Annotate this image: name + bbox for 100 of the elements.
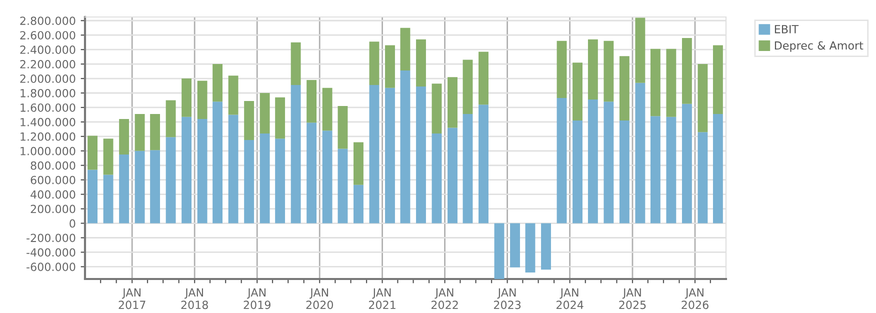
x-tick-label: JAN 2017 bbox=[118, 288, 146, 310]
bar bbox=[385, 88, 395, 224]
bar bbox=[400, 28, 410, 71]
legend-label: EBIT bbox=[774, 25, 799, 34]
x-tick-label: JAN 2022 bbox=[431, 288, 458, 310]
bar bbox=[134, 150, 145, 224]
x-tick-label: JAN 2018 bbox=[181, 288, 208, 310]
y-tick-label: 1.800.000 bbox=[20, 88, 76, 98]
bar bbox=[478, 52, 488, 105]
bar bbox=[244, 140, 254, 224]
bar bbox=[448, 128, 458, 224]
bar bbox=[635, 82, 646, 224]
bar bbox=[682, 38, 692, 104]
y-tick-label: 2.800.000 bbox=[20, 16, 76, 25]
bar bbox=[103, 174, 114, 224]
bar bbox=[322, 88, 332, 131]
bar bbox=[150, 114, 160, 150]
bar bbox=[494, 223, 504, 279]
bar bbox=[666, 48, 676, 117]
bar bbox=[228, 114, 238, 224]
bar bbox=[588, 100, 598, 224]
bar bbox=[182, 78, 192, 117]
bar bbox=[290, 42, 301, 86]
bar bbox=[510, 223, 520, 268]
bar bbox=[432, 134, 442, 224]
bar bbox=[666, 116, 676, 224]
bar bbox=[682, 104, 692, 224]
y-tick-label: 1.600.000 bbox=[20, 103, 76, 112]
bar bbox=[166, 100, 176, 138]
y-tick-label: 0 bbox=[70, 219, 76, 228]
bar bbox=[432, 84, 442, 134]
x-tick-label: JAN 2025 bbox=[619, 288, 646, 310]
bar bbox=[478, 104, 488, 224]
bar bbox=[322, 130, 332, 224]
bar bbox=[556, 98, 567, 224]
bar bbox=[712, 45, 723, 114]
y-tick-label: -600.000 bbox=[26, 262, 76, 272]
bar bbox=[462, 60, 473, 114]
bar bbox=[385, 45, 395, 88]
bar bbox=[369, 85, 380, 224]
bar bbox=[212, 64, 223, 102]
bar bbox=[150, 150, 160, 224]
bar bbox=[338, 148, 348, 224]
bar bbox=[197, 80, 208, 120]
bar bbox=[260, 134, 270, 224]
bar bbox=[619, 120, 630, 224]
bar bbox=[306, 122, 317, 224]
bar bbox=[604, 40, 614, 102]
bar bbox=[134, 114, 145, 151]
legend-label: Deprec & Amort bbox=[774, 41, 864, 52]
bar bbox=[88, 136, 98, 170]
bar bbox=[275, 97, 286, 139]
y-tick-label: 1.200.000 bbox=[20, 132, 76, 141]
y-tick-label: -400.000 bbox=[26, 248, 76, 257]
bar bbox=[212, 102, 223, 224]
bar bbox=[525, 223, 536, 272]
bar bbox=[103, 138, 114, 175]
bar bbox=[604, 102, 614, 224]
bar bbox=[166, 137, 176, 224]
bar bbox=[354, 142, 364, 185]
bar bbox=[244, 100, 254, 140]
bar bbox=[338, 106, 348, 149]
x-tick-label: JAN 2021 bbox=[368, 288, 396, 310]
bar bbox=[650, 48, 660, 116]
bar bbox=[572, 62, 582, 120]
bar bbox=[182, 116, 192, 224]
bar bbox=[197, 119, 208, 224]
bar bbox=[650, 116, 660, 224]
bar bbox=[698, 132, 708, 224]
y-tick-label: 200.000 bbox=[30, 204, 76, 214]
x-tick-label: JAN 2026 bbox=[682, 288, 708, 310]
y-tick-label: 400.000 bbox=[30, 190, 76, 199]
y-tick-label: -200.000 bbox=[26, 234, 76, 242]
bar bbox=[556, 40, 567, 98]
y-tick-label: 2.400.000 bbox=[20, 46, 76, 54]
bar bbox=[228, 76, 238, 115]
x-tick-label: JAN 2019 bbox=[244, 288, 270, 310]
bar bbox=[541, 223, 551, 270]
bar bbox=[572, 120, 582, 224]
bar bbox=[275, 138, 286, 224]
bar bbox=[712, 114, 723, 224]
bar bbox=[119, 154, 130, 224]
bar bbox=[369, 42, 380, 86]
y-tick-label: 1.000.000 bbox=[20, 146, 76, 156]
bar bbox=[448, 77, 458, 128]
bar bbox=[619, 56, 630, 120]
bar bbox=[698, 64, 708, 132]
x-tick-label: JAN 2020 bbox=[306, 288, 334, 310]
bar bbox=[119, 119, 130, 155]
y-tick-label: 2.600.000 bbox=[20, 31, 76, 40]
y-tick-label: 2.000.000 bbox=[20, 74, 76, 83]
bar bbox=[635, 18, 646, 83]
y-tick-label: 1.400.000 bbox=[20, 118, 76, 126]
bar bbox=[88, 170, 98, 224]
bar bbox=[354, 184, 364, 224]
bar bbox=[416, 39, 426, 86]
x-tick-label: JAN 2024 bbox=[556, 288, 584, 310]
bar bbox=[588, 39, 598, 100]
bar bbox=[290, 85, 301, 224]
bar bbox=[416, 86, 426, 224]
